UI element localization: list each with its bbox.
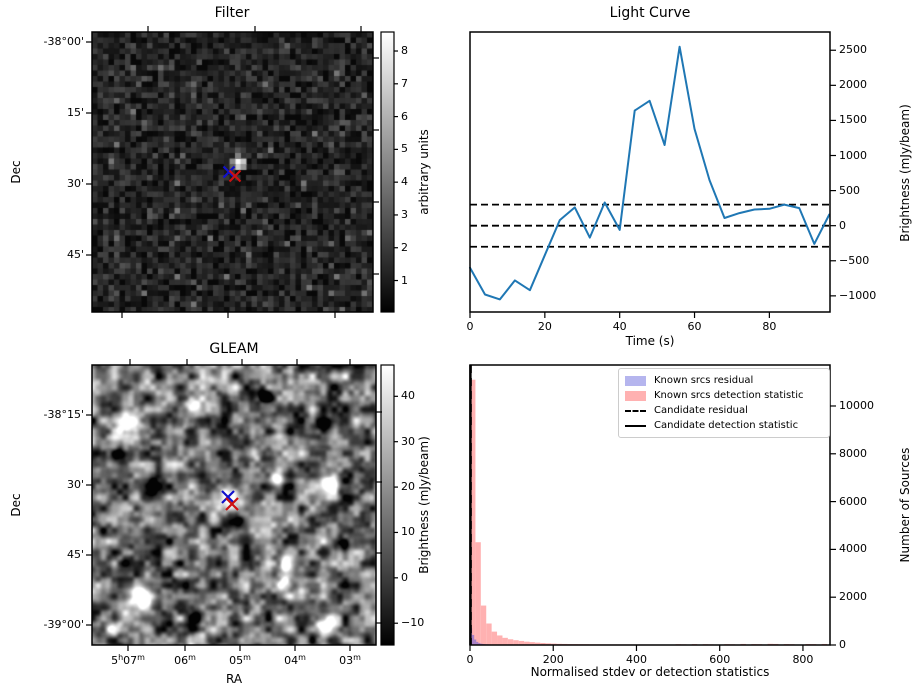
- colorbar-tick-label: −10: [401, 616, 425, 630]
- colorbar-tick-label: 7: [401, 76, 408, 90]
- time-tick-label: 20: [537, 320, 552, 333]
- dec-tick-label: -39°00': [43, 618, 85, 631]
- filter-title: Filter: [214, 5, 250, 21]
- filter-heatmap-image: [92, 32, 373, 312]
- colorbar-tick-label: 30: [401, 434, 415, 448]
- histogram-legend: Known srcs residual Known srcs detection…: [618, 368, 830, 438]
- ra-tick-label: 05m: [229, 653, 251, 667]
- colorbar-tick-label: 2: [401, 240, 408, 254]
- solid-line-icon: [625, 424, 646, 427]
- legend-label: Known srcs detection statistic: [654, 390, 804, 401]
- brightness-tick-label: −500: [839, 253, 870, 267]
- time-tick-label: 80: [762, 320, 777, 333]
- dashed-line-icon: [625, 409, 646, 412]
- stdev-tick-label: 200: [542, 653, 564, 666]
- gleam-colorbar-label: Brightness (mJy/beam): [417, 436, 431, 574]
- ra-tick-label: 5h07m: [111, 653, 145, 667]
- legend-label: Known srcs residual: [654, 375, 754, 386]
- count-tick-label: 4000: [839, 542, 867, 556]
- light-curve-ylabel: Brightness (mJy/beam): [898, 104, 912, 242]
- dec-tick-label: 45': [66, 248, 84, 261]
- dec-tick-label: 15': [66, 106, 84, 119]
- gleam-xlabel: RA: [225, 672, 243, 686]
- stdev-tick-label: 400: [625, 653, 647, 666]
- legend-label: Candidate detection statistic: [654, 420, 799, 431]
- pink-patch-icon: [625, 390, 646, 401]
- filter-colorbar-label: arbitrary units: [417, 129, 431, 215]
- legend-label: Candidate residual: [654, 405, 748, 416]
- brightness-tick-label: 500: [839, 183, 860, 197]
- time-tick-label: 60: [687, 320, 702, 333]
- count-tick-label: 0: [839, 638, 846, 651]
- time-tick-label: 40: [612, 320, 627, 333]
- colorbar-tick-label: 3: [401, 207, 408, 221]
- colorbar-tick-label: 1: [401, 273, 408, 287]
- dec-tick-label: 30': [66, 177, 84, 190]
- legend-item-known-srcs-residual: Known srcs residual: [625, 373, 823, 388]
- light-curve-xlabel: Time (s): [625, 334, 675, 348]
- time-tick-label: 0: [466, 320, 474, 333]
- histogram-xlabel: Normalised stdev or detection statistics: [530, 665, 770, 679]
- dec-tick-label: -38°15': [43, 408, 85, 421]
- gleam-colorbar: [381, 365, 394, 645]
- count-tick-label: 10000: [839, 398, 874, 412]
- light-curve-title: Light Curve: [609, 5, 691, 21]
- dec-tick-label: 30': [66, 478, 84, 491]
- count-tick-label: 6000: [839, 494, 867, 508]
- colorbar-tick-label: 0: [401, 570, 408, 584]
- colorbar-tick-label: 40: [401, 389, 415, 403]
- stdev-tick-label: 800: [792, 653, 814, 666]
- brightness-tick-label: 0: [839, 218, 846, 232]
- colorbar-tick-label: 6: [401, 109, 408, 123]
- brightness-tick-label: 1500: [839, 113, 867, 127]
- brightness-tick-label: 2500: [839, 43, 867, 57]
- legend-item-candidate-residual: Candidate residual: [625, 403, 823, 418]
- colorbar-tick-label: 8: [401, 44, 408, 58]
- ra-tick-label: 03m: [339, 653, 361, 667]
- purple-patch-icon: [625, 375, 646, 386]
- brightness-tick-label: 1000: [839, 148, 867, 162]
- histogram-ylabel: Number of Sources: [898, 447, 912, 563]
- legend-item-known-srcs-detection: Known srcs detection statistic: [625, 388, 823, 403]
- filter-colorbar: [381, 32, 394, 312]
- ra-tick-label: 06m: [174, 653, 196, 667]
- colorbar-tick-label: 4: [401, 175, 408, 189]
- dec-tick-label: -38°00': [43, 35, 85, 48]
- gleam-ylabel: Dec: [9, 493, 23, 517]
- ra-tick-label: 04m: [284, 653, 306, 667]
- colorbar-tick-label: 10: [401, 525, 415, 539]
- dec-tick-label: 45': [66, 548, 84, 561]
- count-tick-label: 8000: [839, 446, 867, 460]
- gleam-heatmap-image: [92, 365, 376, 645]
- stdev-tick-label: 600: [709, 653, 731, 666]
- colorbar-tick-label: 5: [401, 142, 408, 156]
- brightness-tick-label: 2000: [839, 78, 867, 92]
- brightness-tick-label: −1000: [839, 288, 877, 302]
- legend-item-candidate-detection: Candidate detection statistic: [625, 418, 823, 433]
- gleam-title: GLEAM: [209, 341, 259, 357]
- stdev-tick-label: 0: [466, 653, 474, 666]
- count-tick-label: 2000: [839, 590, 867, 604]
- colorbar-tick-label: 20: [401, 480, 415, 494]
